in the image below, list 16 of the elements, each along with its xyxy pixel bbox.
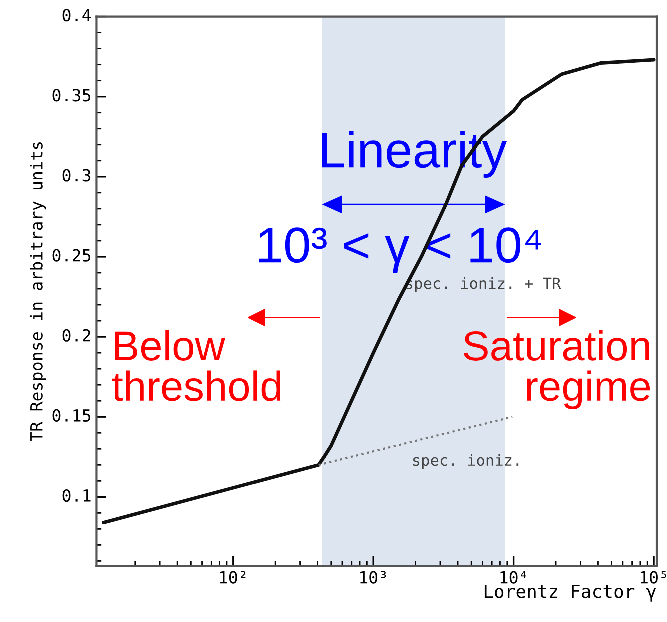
- y-axis-title: TR Response in arbitrary units: [30, 142, 46, 442]
- y-tick-label: 0.1: [62, 489, 91, 502]
- annotation: spec. ioniz.: [413, 454, 519, 470]
- x-tick-label: 10⁴: [500, 571, 526, 584]
- annotation: Saturation regime: [464, 330, 650, 410]
- x-tick-label: 10²: [220, 571, 246, 584]
- y-tick-label: 0.15: [52, 409, 91, 422]
- y-tick-label: 0.4: [62, 9, 92, 22]
- y-tick-label: 0.2: [62, 329, 90, 342]
- y-tick-label: 0.25: [52, 249, 91, 262]
- x-tick-label: 10³: [360, 571, 386, 584]
- x-axis-title: Lorentz Factor γ: [484, 584, 656, 602]
- annotation: Below threshold: [112, 330, 281, 402]
- y-tick-label: 0.3: [62, 169, 91, 182]
- x-tick-label: 10⁵: [640, 571, 666, 584]
- y-tick-label: 0.35: [52, 89, 91, 102]
